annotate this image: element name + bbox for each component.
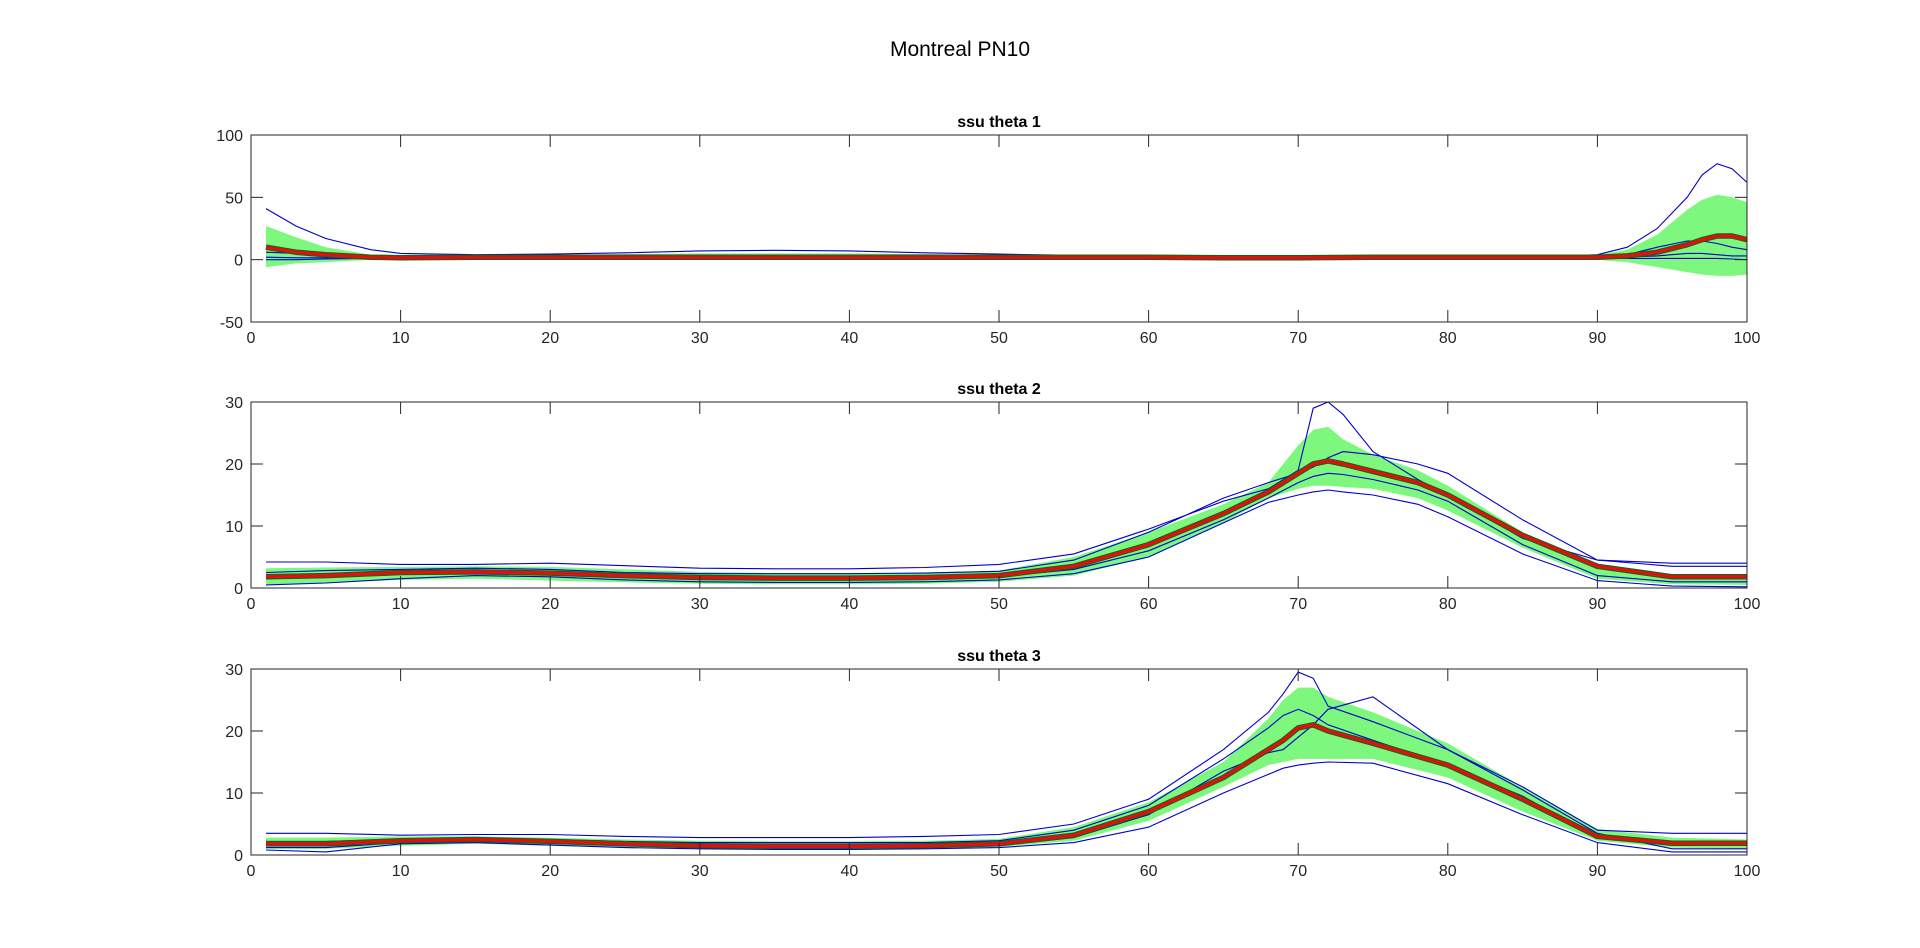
y-tick-label: -50 bbox=[220, 315, 243, 332]
x-tick-label: 0 bbox=[247, 596, 256, 613]
y-tick-label: 0 bbox=[234, 848, 243, 865]
x-tick-label: 90 bbox=[1589, 596, 1607, 613]
x-tick-label: 70 bbox=[1289, 863, 1307, 880]
x-tick-label: 50 bbox=[990, 863, 1008, 880]
confidence-band bbox=[266, 194, 1747, 276]
x-tick-label: 20 bbox=[541, 596, 559, 613]
axes-box bbox=[250, 668, 1748, 856]
axes-box bbox=[250, 401, 1748, 589]
x-tick-label: 100 bbox=[1734, 596, 1761, 613]
mean-line-underlay bbox=[266, 722, 1747, 850]
subplot-2: ssu theta 2 0 10 20 30 40 50 60 70 80 90 100 0 10 20 30 bbox=[225, 381, 1760, 613]
x-tick-label: 70 bbox=[1289, 596, 1307, 613]
x-tick-label: 30 bbox=[691, 596, 709, 613]
x-tick-label: 10 bbox=[392, 863, 410, 880]
mean-line-underlay bbox=[265, 458, 1747, 581]
x-tick-label: 20 bbox=[541, 863, 559, 880]
x-tick-label: 90 bbox=[1589, 863, 1607, 880]
x-tick-label: 50 bbox=[990, 596, 1008, 613]
x-tick-label: 0 bbox=[247, 863, 256, 880]
x-tick-label: 10 bbox=[392, 330, 410, 347]
x-tick-label: 70 bbox=[1289, 330, 1307, 347]
subplot-3: ssu theta 3 0 10 20 30 40 50 60 70 80 90 100 0 10 20 30 bbox=[225, 648, 1760, 880]
confidence-band bbox=[266, 687, 1747, 849]
subplot-title: ssu theta 1 bbox=[957, 114, 1041, 131]
y-tick-label: 20 bbox=[225, 724, 243, 741]
y-tick-label: 100 bbox=[216, 128, 243, 145]
y-tick-label: 50 bbox=[225, 190, 243, 207]
axes-box bbox=[250, 134, 1748, 323]
x-tick-label: 0 bbox=[247, 330, 256, 347]
x-tick-label: 30 bbox=[691, 863, 709, 880]
x-tick-label: 10 bbox=[392, 596, 410, 613]
x-tick-label: 80 bbox=[1439, 863, 1457, 880]
x-tick-label: 20 bbox=[541, 330, 559, 347]
series-line bbox=[265, 163, 1748, 258]
mean-line bbox=[265, 459, 1747, 580]
series-line bbox=[266, 671, 1747, 839]
y-tick-label: 10 bbox=[225, 519, 243, 536]
x-tick-label: 90 bbox=[1589, 330, 1607, 347]
x-tick-label: 40 bbox=[841, 596, 859, 613]
mean-line bbox=[266, 723, 1747, 849]
x-tick-label: 50 bbox=[990, 330, 1008, 347]
subplot-panels: ssu theta 10 10 20 30 40 50 60 70 80 90 100-500501… bbox=[216, 114, 1760, 880]
subplot-title: ssu theta 2 bbox=[957, 381, 1041, 398]
confidence-band bbox=[266, 426, 1747, 585]
series-line bbox=[265, 489, 1748, 588]
mean-line-underlay bbox=[265, 233, 1748, 261]
series-line bbox=[265, 472, 1747, 583]
x-tick-label: 40 bbox=[841, 863, 859, 880]
series-line bbox=[266, 696, 1747, 850]
subplot-1: ssu theta 10 10 20 30 40 50 60 70 80 90 100-500501… bbox=[216, 114, 1760, 347]
series-line bbox=[266, 708, 1747, 844]
x-tick-label: 100 bbox=[1734, 863, 1761, 880]
figure-title: Montreal PN10 bbox=[890, 38, 1030, 61]
x-tick-label: 100 bbox=[1734, 330, 1761, 347]
x-tick-label: 60 bbox=[1140, 863, 1158, 880]
x-tick-label: 30 bbox=[691, 330, 709, 347]
y-tick-label: 10 bbox=[225, 786, 243, 803]
y-tick-label: 30 bbox=[225, 395, 243, 412]
y-tick-label: 0 bbox=[234, 253, 243, 270]
y-tick-label: 20 bbox=[225, 457, 243, 474]
y-tick-label: 30 bbox=[225, 662, 243, 679]
y-tick-label: 0 bbox=[234, 581, 243, 598]
subplot-title: ssu theta 3 bbox=[957, 648, 1041, 665]
x-tick-label: 80 bbox=[1439, 596, 1457, 613]
x-tick-label: 60 bbox=[1140, 330, 1158, 347]
x-tick-label: 60 bbox=[1140, 596, 1158, 613]
x-tick-label: 40 bbox=[841, 330, 859, 347]
mean-line bbox=[265, 234, 1748, 260]
series-line bbox=[265, 451, 1747, 575]
x-tick-label: 80 bbox=[1439, 330, 1457, 347]
